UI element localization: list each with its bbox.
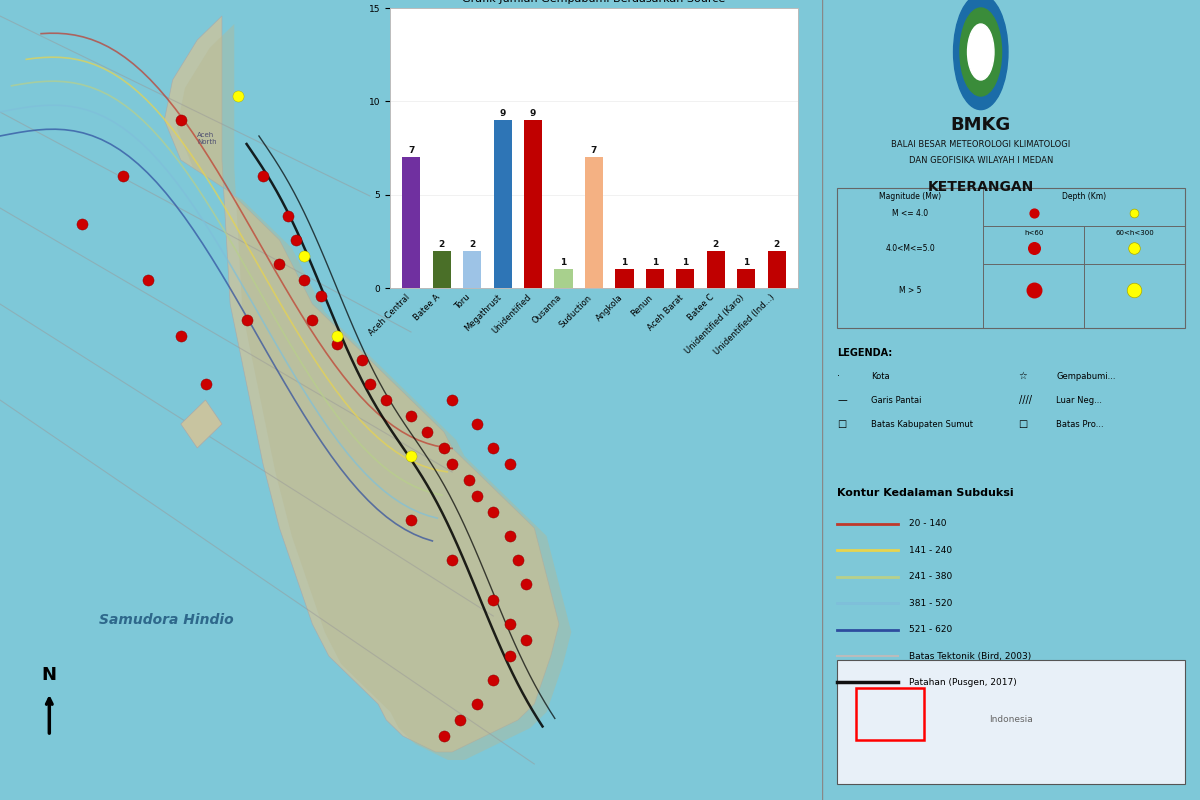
Point — [1124, 284, 1144, 297]
Text: Batas Tektonik (Bird, 2003): Batas Tektonik (Bird, 2003) — [908, 651, 1031, 661]
Bar — [493, 120, 511, 288]
Text: Patahan (Pusgen, 2017): Patahan (Pusgen, 2017) — [908, 678, 1016, 687]
Bar — [646, 270, 664, 288]
Point — [1124, 207, 1144, 220]
Text: Aceh
North: Aceh North — [197, 132, 217, 145]
Text: Depth (Km): Depth (Km) — [1062, 192, 1106, 201]
Text: Samudora Hindio: Samudora Hindio — [98, 613, 233, 627]
Polygon shape — [164, 16, 559, 752]
Text: LEGENDA:: LEGENDA: — [838, 348, 893, 358]
Text: Kota: Kota — [871, 371, 889, 381]
Bar — [463, 250, 481, 288]
Text: □: □ — [838, 419, 846, 429]
Circle shape — [954, 0, 1008, 110]
Text: BALAI BESAR METEOROLOGI KLIMATOLOGI: BALAI BESAR METEOROLOGI KLIMATOLOGI — [892, 140, 1070, 149]
Text: 9: 9 — [530, 109, 536, 118]
Text: 4.0<M<=5.0: 4.0<M<=5.0 — [886, 244, 935, 253]
Text: 2: 2 — [774, 240, 780, 249]
Text: ·: · — [838, 371, 840, 381]
Text: DAN GEOFISIKA WILAYAH I MEDAN: DAN GEOFISIKA WILAYAH I MEDAN — [908, 156, 1052, 165]
Text: KETERANGAN: KETERANGAN — [928, 180, 1034, 194]
Text: 7: 7 — [408, 146, 414, 155]
Bar — [524, 120, 542, 288]
Bar — [402, 158, 420, 288]
Text: □: □ — [1019, 419, 1028, 429]
Point — [1024, 207, 1043, 220]
Text: —: — — [838, 395, 847, 405]
Text: Kontur Kedalaman Subduksi: Kontur Kedalaman Subduksi — [838, 488, 1014, 498]
Title: Grafik Jumlah Gempabumi Berdasarkan Source: Grafik Jumlah Gempabumi Berdasarkan Sour… — [462, 0, 726, 5]
Point — [1124, 242, 1144, 254]
Bar — [707, 250, 725, 288]
Text: 141 - 240: 141 - 240 — [908, 546, 952, 555]
Bar — [584, 158, 604, 288]
Text: 1: 1 — [652, 258, 658, 267]
Text: 1: 1 — [622, 258, 628, 267]
Text: Magnitude (Mw): Magnitude (Mw) — [880, 192, 941, 201]
Bar — [838, 660, 1184, 784]
Text: 381 - 520: 381 - 520 — [908, 598, 953, 608]
Bar — [677, 270, 695, 288]
Text: Indonesia: Indonesia — [989, 715, 1033, 725]
Text: Luar Neg...: Luar Neg... — [1056, 395, 1103, 405]
Text: 60<h<300: 60<h<300 — [1115, 230, 1154, 235]
Text: Gempabumi...: Gempabumi... — [1056, 371, 1116, 381]
Bar — [737, 270, 755, 288]
Text: 1: 1 — [743, 258, 749, 267]
Text: M > 5: M > 5 — [899, 286, 922, 294]
Text: Batas Kabupaten Sumut: Batas Kabupaten Sumut — [871, 419, 973, 429]
Bar — [838, 188, 1184, 328]
Bar — [616, 270, 634, 288]
Text: 1: 1 — [560, 258, 566, 267]
Text: h<60: h<60 — [1024, 230, 1043, 235]
Point — [1024, 242, 1043, 254]
Text: 9: 9 — [499, 109, 506, 118]
Circle shape — [960, 8, 1002, 96]
Text: M <= 4.0: M <= 4.0 — [892, 209, 929, 218]
Text: 7: 7 — [590, 146, 598, 155]
Text: N: N — [42, 666, 56, 684]
Circle shape — [967, 24, 994, 80]
Text: 521 - 620: 521 - 620 — [908, 625, 952, 634]
Text: Batas Pro...: Batas Pro... — [1056, 419, 1104, 429]
Polygon shape — [181, 400, 222, 448]
Point — [1024, 284, 1043, 297]
Text: 241 - 380: 241 - 380 — [908, 572, 952, 582]
Bar — [554, 270, 572, 288]
Text: 1: 1 — [683, 258, 689, 267]
Bar — [856, 688, 924, 740]
Text: ☆: ☆ — [1019, 371, 1027, 381]
Text: ////: //// — [1019, 395, 1032, 405]
Bar — [433, 250, 451, 288]
Text: Garis Pantai: Garis Pantai — [871, 395, 922, 405]
Text: 2: 2 — [713, 240, 719, 249]
Polygon shape — [176, 24, 571, 760]
Text: 2: 2 — [469, 240, 475, 249]
Text: BMKG: BMKG — [950, 116, 1010, 134]
Text: 2: 2 — [439, 240, 445, 249]
Text: 20 - 140: 20 - 140 — [908, 519, 947, 529]
Bar — [768, 250, 786, 288]
